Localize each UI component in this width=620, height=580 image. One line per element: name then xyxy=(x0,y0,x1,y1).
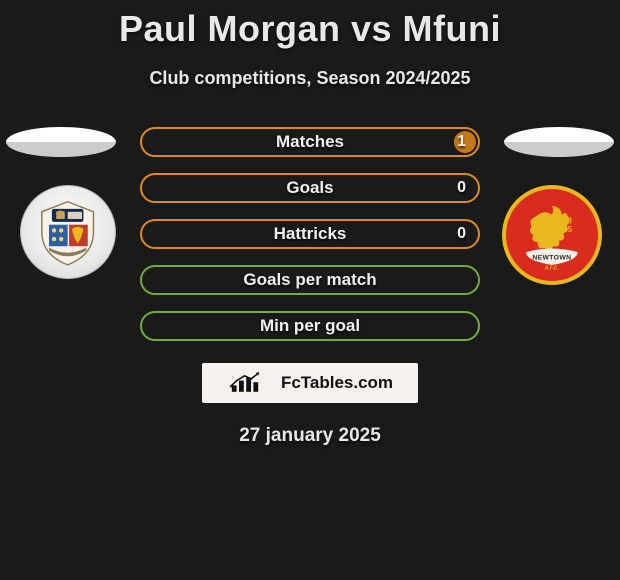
bar-value-right: 0 xyxy=(457,179,466,197)
stat-bar: Goals per match xyxy=(140,265,480,295)
crest-icon xyxy=(31,196,104,268)
club-crest-left xyxy=(20,185,116,279)
comparison-content: 18 75 NEWTOWN A.F.C. Matches1Goals0Hattr… xyxy=(0,127,620,447)
flag-icon xyxy=(6,127,116,157)
player-left-flag xyxy=(6,127,116,157)
page-title: Paul Morgan vs Mfuni xyxy=(0,0,620,50)
watermark-text: FcTables.com xyxy=(281,373,393,393)
svg-text:75: 75 xyxy=(563,225,572,234)
club-crest-right: 18 75 NEWTOWN A.F.C. xyxy=(502,185,602,285)
bar-label: Goals xyxy=(286,178,333,198)
svg-text:A.F.C.: A.F.C. xyxy=(545,265,560,270)
player-right-flag xyxy=(504,127,614,157)
svg-text:NEWTOWN: NEWTOWN xyxy=(532,254,571,261)
bar-label: Min per goal xyxy=(260,316,360,336)
flag-icon xyxy=(504,127,614,157)
bar-label: Hattricks xyxy=(274,224,347,244)
subtitle: Club competitions, Season 2024/2025 xyxy=(0,68,620,89)
bar-value-right: 0 xyxy=(457,225,466,243)
crest-icon: 18 75 NEWTOWN A.F.C. xyxy=(516,199,588,271)
stat-bar: Goals 0 xyxy=(140,173,480,203)
watermark: FcTables.com xyxy=(202,363,418,403)
stat-bars: Matches 1 Goals 0 Hattricks 0 Goals per match M… xyxy=(140,127,480,341)
stat-bar: Matches 1 xyxy=(140,127,480,157)
bar-label: Matches xyxy=(276,132,344,152)
chart-icon xyxy=(227,371,275,395)
bar-value-right: 1 xyxy=(457,133,466,151)
date: 27 january 2025 xyxy=(0,425,620,447)
bar-label: Goals per match xyxy=(243,270,376,290)
stat-bar: Min per goal xyxy=(140,311,480,341)
svg-text:18: 18 xyxy=(563,217,572,226)
stat-bar: Hattricks 0 xyxy=(140,219,480,249)
